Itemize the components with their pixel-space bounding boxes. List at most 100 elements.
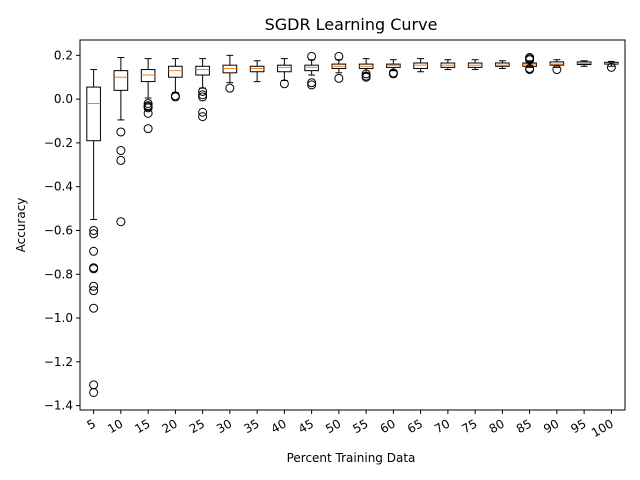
chart-title: SGDR Learning Curve bbox=[265, 15, 438, 34]
box-50 bbox=[331, 51, 347, 83]
box-10 bbox=[113, 57, 129, 227]
box-20 bbox=[168, 58, 183, 102]
box-15 bbox=[140, 58, 156, 134]
y-tick-label: −1.4 bbox=[44, 399, 73, 413]
flier-point bbox=[525, 65, 535, 75]
box-95 bbox=[576, 60, 592, 67]
flier-point bbox=[143, 108, 153, 118]
flier-point bbox=[89, 225, 99, 235]
iqr-box bbox=[140, 69, 156, 83]
box-60 bbox=[386, 59, 401, 79]
iqr-box bbox=[386, 63, 401, 68]
flier-point bbox=[606, 62, 616, 72]
flier-point bbox=[307, 78, 317, 88]
y-tick-label: −0.4 bbox=[44, 180, 73, 194]
x-tick-label: 100 bbox=[589, 416, 616, 440]
x-tick-label: 45 bbox=[296, 416, 316, 436]
iqr-box bbox=[222, 64, 238, 74]
y-axis: 0.2 0.0 −0.2 −0.4 −0.6 −0.8 −1.0 −1.2 −1.4 bbox=[44, 48, 80, 413]
flier-point bbox=[89, 303, 99, 313]
x-tick-label: 65 bbox=[405, 416, 425, 436]
flier-point bbox=[143, 98, 153, 108]
flier-point bbox=[198, 107, 208, 117]
flier-point bbox=[307, 51, 317, 61]
flier-point bbox=[334, 51, 344, 61]
flier-point bbox=[143, 103, 153, 113]
flier-point bbox=[89, 387, 99, 397]
flier-point bbox=[89, 229, 99, 239]
flier-point bbox=[361, 72, 371, 82]
x-axis: 5 10 15 20 25 30 35 40 45 50 55 60 65 70 75 80 85 90 95 100 bbox=[85, 410, 616, 440]
flier-point bbox=[388, 69, 398, 79]
y-tick-label: −0.8 bbox=[44, 267, 73, 281]
x-tick-label: 10 bbox=[105, 416, 125, 436]
flier-point bbox=[525, 55, 535, 65]
plot-frame bbox=[79, 39, 626, 411]
x-tick-label: 95 bbox=[568, 416, 588, 436]
box-25 bbox=[195, 58, 210, 122]
box-85 bbox=[522, 53, 537, 75]
box-35 bbox=[249, 60, 265, 83]
box-5 bbox=[86, 69, 101, 397]
x-tick-label: 60 bbox=[378, 416, 398, 436]
x-tick-label: 50 bbox=[323, 416, 343, 436]
flier-point bbox=[225, 83, 235, 93]
iqr-box bbox=[113, 70, 129, 91]
x-tick-label: 35 bbox=[241, 416, 261, 436]
flier-point bbox=[89, 286, 99, 296]
flier-point bbox=[116, 217, 126, 227]
y-tick-label: −1.0 bbox=[44, 311, 73, 325]
x-tick-label: 30 bbox=[214, 416, 234, 436]
x-tick-label: 70 bbox=[432, 416, 452, 436]
iqr-box bbox=[304, 64, 319, 72]
iqr-box bbox=[249, 65, 265, 73]
x-tick-label: 40 bbox=[269, 416, 289, 436]
flier-point bbox=[198, 112, 208, 122]
iqr-box bbox=[277, 64, 292, 73]
y-tick-label: 0.2 bbox=[54, 48, 73, 62]
iqr-box bbox=[495, 62, 510, 67]
iqr-box bbox=[195, 65, 210, 76]
box-30 bbox=[222, 54, 238, 93]
box-55 bbox=[358, 58, 374, 82]
y-axis-label: Accuracy bbox=[14, 198, 28, 253]
flier-point bbox=[307, 80, 317, 90]
box-40 bbox=[277, 58, 292, 89]
flier-point bbox=[89, 246, 99, 256]
y-tick-label: 0.0 bbox=[54, 92, 73, 106]
box-65 bbox=[413, 58, 428, 73]
y-tick-label: −0.2 bbox=[44, 136, 73, 150]
x-tick-label: 80 bbox=[487, 416, 507, 436]
flier-point bbox=[198, 90, 208, 100]
iqr-box bbox=[86, 86, 101, 142]
x-tick-label: 5 bbox=[85, 416, 99, 432]
flier-point bbox=[170, 92, 180, 102]
flier-point bbox=[89, 380, 99, 390]
flier-point bbox=[198, 92, 208, 102]
box-80 bbox=[495, 60, 510, 69]
box-90 bbox=[549, 59, 565, 75]
y-tick-label: −0.6 bbox=[44, 223, 73, 237]
flier-point bbox=[361, 69, 371, 79]
x-tick-label: 20 bbox=[160, 416, 180, 436]
iqr-box bbox=[413, 62, 428, 69]
x-tick-label: 75 bbox=[459, 416, 479, 436]
flier-point bbox=[279, 79, 289, 89]
boxes-layer bbox=[86, 51, 619, 397]
flier-point bbox=[334, 73, 344, 83]
flier-point bbox=[89, 264, 99, 274]
iqr-box bbox=[168, 65, 183, 78]
flier-point bbox=[198, 86, 208, 96]
box-75 bbox=[467, 59, 483, 71]
flier-point bbox=[116, 155, 126, 165]
flier-point bbox=[116, 146, 126, 156]
iqr-box bbox=[549, 61, 565, 66]
flier-point bbox=[116, 127, 126, 137]
y-tick-label: −1.2 bbox=[44, 355, 73, 369]
box-100 bbox=[604, 60, 619, 72]
flier-point bbox=[143, 124, 153, 134]
flier-point bbox=[89, 281, 99, 291]
x-tick-label: 25 bbox=[187, 416, 207, 436]
x-tick-label: 85 bbox=[514, 416, 534, 436]
